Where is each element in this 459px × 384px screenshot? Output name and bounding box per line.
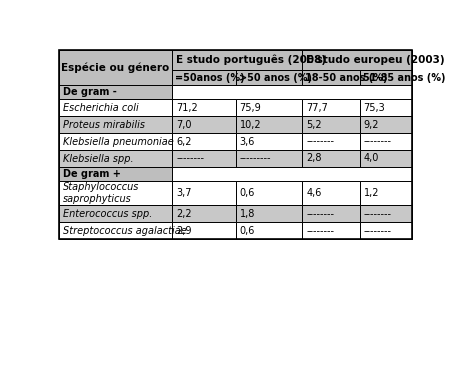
Text: E studo português (2008): E studo português (2008) (176, 55, 325, 65)
Bar (172, 133, 235, 150)
Bar (172, 50, 302, 70)
Text: Klebsiella pneumoniae: Klebsiella pneumoniae (63, 137, 174, 147)
Bar (302, 205, 359, 222)
Text: 51-85 anos (%): 51-85 anos (%) (362, 73, 444, 83)
Text: 1,8: 1,8 (239, 209, 254, 219)
Text: Streptococcus agalactiae: Streptococcus agalactiae (63, 226, 186, 236)
Text: --------: -------- (306, 209, 334, 219)
Bar (302, 116, 359, 133)
Text: De gram -: De gram - (63, 87, 117, 97)
Bar (359, 133, 412, 150)
Bar (59, 50, 172, 85)
Text: 7,0: 7,0 (176, 120, 191, 130)
Bar (172, 181, 235, 205)
Bar (172, 85, 412, 99)
Text: --------: -------- (306, 137, 334, 147)
Bar (359, 222, 412, 239)
Bar (359, 181, 412, 205)
Text: E studo europeu (2003): E studo europeu (2003) (306, 55, 444, 65)
Text: De gram +: De gram + (63, 169, 121, 179)
Text: Escherichia coli: Escherichia coli (63, 103, 138, 113)
Bar (235, 116, 302, 133)
Bar (59, 99, 172, 116)
Bar (235, 222, 302, 239)
Bar (172, 205, 235, 222)
Text: Proteus mirabilis: Proteus mirabilis (63, 120, 145, 130)
Text: 10,2: 10,2 (239, 120, 261, 130)
Bar (359, 70, 412, 85)
Text: --------: -------- (363, 209, 391, 219)
Bar (59, 167, 172, 181)
Bar (172, 70, 235, 85)
Text: 75,9: 75,9 (239, 103, 261, 113)
Bar (235, 99, 302, 116)
Text: Klebsiella spp.: Klebsiella spp. (63, 154, 133, 164)
Bar (359, 116, 412, 133)
Bar (359, 99, 412, 116)
Text: 3,7: 3,7 (176, 188, 191, 198)
Text: Staphylococcus
saprophyticus: Staphylococcus saprophyticus (63, 182, 139, 204)
Bar (59, 85, 172, 99)
Text: 3,6: 3,6 (239, 137, 254, 147)
Text: ---------: --------- (239, 154, 270, 164)
Bar (172, 150, 235, 167)
Bar (59, 50, 412, 239)
Text: 18-50 anos (%): 18-50 anos (%) (305, 73, 387, 83)
Text: 6,2: 6,2 (176, 137, 191, 147)
Text: >50 anos (%): >50 anos (%) (238, 73, 311, 83)
Text: 75,3: 75,3 (363, 103, 385, 113)
Bar (172, 99, 235, 116)
Bar (302, 50, 412, 70)
Text: 2,2: 2,2 (176, 209, 191, 219)
Text: =50anos (%): =50anos (%) (175, 73, 244, 83)
Bar (235, 181, 302, 205)
Text: 5,2: 5,2 (306, 120, 321, 130)
Text: Enterococcus spp.: Enterococcus spp. (63, 209, 152, 219)
Bar (302, 181, 359, 205)
Text: 9,2: 9,2 (363, 120, 378, 130)
Text: --------: -------- (306, 226, 334, 236)
Bar (59, 116, 172, 133)
Bar (59, 181, 172, 205)
Text: 0,6: 0,6 (239, 188, 254, 198)
Text: 1,2: 1,2 (363, 188, 378, 198)
Text: 71,2: 71,2 (176, 103, 197, 113)
Bar (235, 150, 302, 167)
Bar (235, 133, 302, 150)
Text: 0,6: 0,6 (239, 226, 254, 236)
Bar (359, 150, 412, 167)
Bar (172, 167, 412, 181)
Bar (59, 222, 172, 239)
Text: --------: -------- (176, 154, 204, 164)
Text: 77,7: 77,7 (306, 103, 327, 113)
Text: 4,6: 4,6 (306, 188, 321, 198)
Text: Espécie ou género: Espécie ou género (62, 62, 169, 73)
Bar (59, 133, 172, 150)
Text: --------: -------- (363, 137, 391, 147)
Bar (59, 205, 172, 222)
Bar (302, 99, 359, 116)
Bar (59, 150, 172, 167)
Bar (172, 222, 235, 239)
Text: 2,8: 2,8 (306, 154, 321, 164)
Text: 2,9: 2,9 (176, 226, 191, 236)
Bar (302, 222, 359, 239)
Bar (235, 205, 302, 222)
Bar (172, 116, 235, 133)
Bar (302, 133, 359, 150)
Bar (302, 70, 359, 85)
Text: 4,0: 4,0 (363, 154, 378, 164)
Bar (235, 70, 302, 85)
Text: --------: -------- (363, 226, 391, 236)
Bar (302, 150, 359, 167)
Bar (359, 205, 412, 222)
